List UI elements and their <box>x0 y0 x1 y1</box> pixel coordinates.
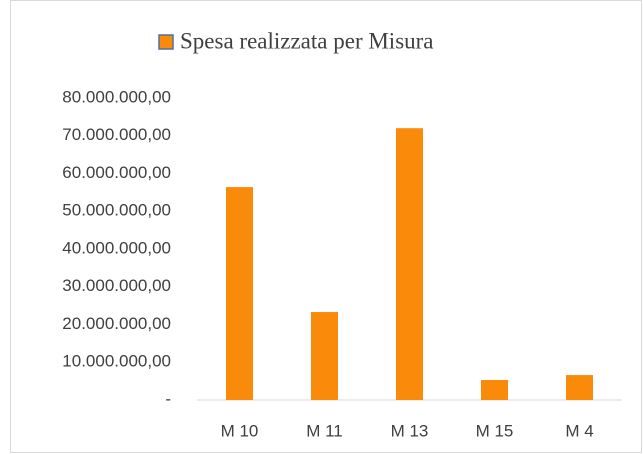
y-tick-label: 30.000.000,00 <box>62 276 171 295</box>
y-tick-label: 50.000.000,00 <box>62 201 171 220</box>
y-tick-label: 60.000.000,00 <box>62 163 171 182</box>
bar <box>226 187 253 400</box>
bar <box>311 312 338 400</box>
x-tick-label: M 10 <box>221 421 259 440</box>
x-tick-label: M 15 <box>476 421 514 440</box>
y-tick-label: 80.000.000,00 <box>62 87 171 106</box>
legend-swatch <box>158 34 174 50</box>
y-tick-label: - <box>165 389 171 408</box>
x-tick-label: M 13 <box>391 421 429 440</box>
y-tick-label: 10.000.000,00 <box>62 352 171 371</box>
x-tick-label: M 11 <box>306 421 343 440</box>
bar <box>396 128 423 400</box>
x-tick-label: M 4 <box>565 421 593 440</box>
legend-label: Spesa realizzata per Misura <box>180 28 434 53</box>
y-tick-label: 40.000.000,00 <box>62 238 171 257</box>
bar <box>481 379 508 400</box>
y-tick-label: 20.000.000,00 <box>62 314 171 333</box>
bar <box>566 375 593 400</box>
y-tick-label: 70.000.000,00 <box>62 125 171 144</box>
